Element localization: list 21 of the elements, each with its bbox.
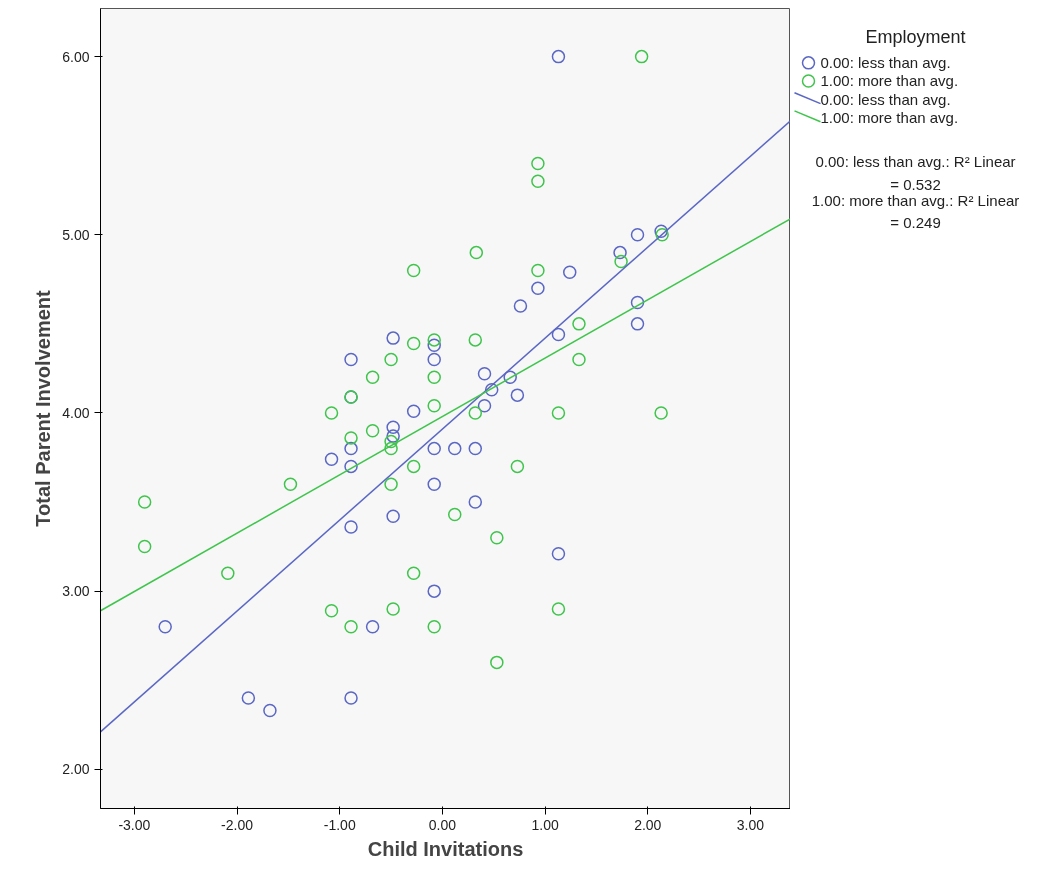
- x-tick-label: 2.00: [634, 816, 662, 833]
- y-tick-label: 2.00: [62, 761, 90, 778]
- x-tick-label: 0.00: [428, 816, 457, 833]
- x-tick-label: 3.00: [736, 816, 765, 833]
- y-tick-label: 5.00: [62, 226, 90, 243]
- x-tick-label: -3.00: [118, 816, 151, 833]
- y-tick-label: 4.00: [62, 404, 90, 421]
- legend-title: Employment: [865, 27, 966, 48]
- y-tick-label: 6.00: [62, 48, 90, 65]
- legend-label: 1.00: more than avg.: [820, 72, 959, 90]
- y-tick-label: 3.00: [62, 583, 90, 600]
- x-tick-label: -2.00: [221, 816, 254, 833]
- legend-label: 0.00: less than avg.: [820, 90, 951, 108]
- legend-label: 1.00: more than avg.: [820, 108, 959, 126]
- x-tick-label: 1.00: [531, 816, 559, 833]
- text: 1.00: more than avg.: R² Linear = 0.249: [811, 191, 1020, 231]
- legend-label: 0.00: less than avg.: [820, 54, 951, 72]
- x-tick-label: -1.00: [323, 816, 356, 833]
- text: 0.00: less than avg.: R² Linear = 0.532: [815, 153, 1016, 193]
- x-axis-title: Child Invitations: [367, 837, 524, 860]
- y-axis-title: Total Parent Involvement: [32, 289, 55, 527]
